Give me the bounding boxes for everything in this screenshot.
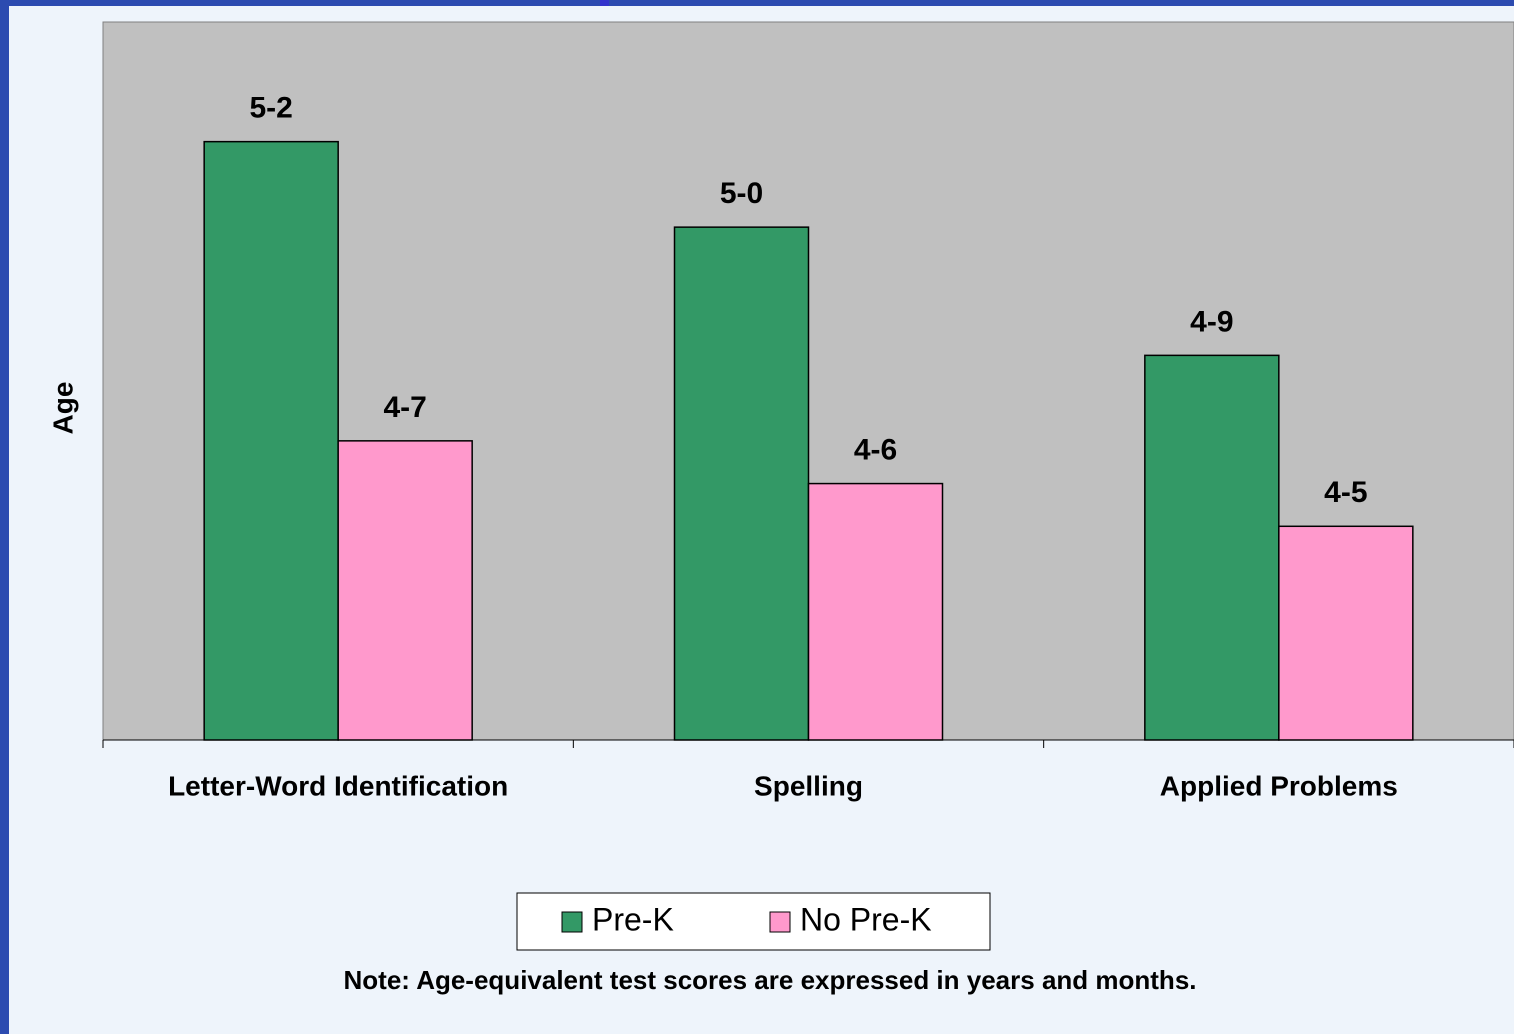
x-tick-label: Applied Problems: [1160, 770, 1398, 801]
data-label: 5-0: [720, 177, 763, 210]
data-label: 5-2: [249, 92, 292, 125]
legend: [516, 892, 991, 951]
bar: [203, 140, 339, 741]
title-fragment: [600, 0, 609, 6]
bar: [673, 226, 810, 741]
note: Note: Age-equivalent test scores are exp…: [344, 965, 1197, 995]
bar: [807, 482, 944, 741]
legend-label: Pre-K: [592, 901, 674, 937]
y-axis-label: Age: [47, 382, 78, 435]
bar: [337, 440, 473, 741]
data-label: 4-9: [1190, 305, 1233, 338]
bar: [1278, 525, 1414, 741]
x-tick-label: Letter-Word Identification: [168, 770, 508, 801]
data-label: 4-6: [854, 433, 897, 466]
legend-swatch: [769, 911, 791, 933]
legend-label: No Pre-K: [800, 901, 932, 937]
x-tick-label: Spelling: [754, 770, 863, 801]
legend-swatch: [561, 911, 583, 933]
data-label: 4-5: [1324, 476, 1367, 509]
data-label: 4-7: [383, 391, 426, 424]
bar: [1144, 354, 1280, 741]
